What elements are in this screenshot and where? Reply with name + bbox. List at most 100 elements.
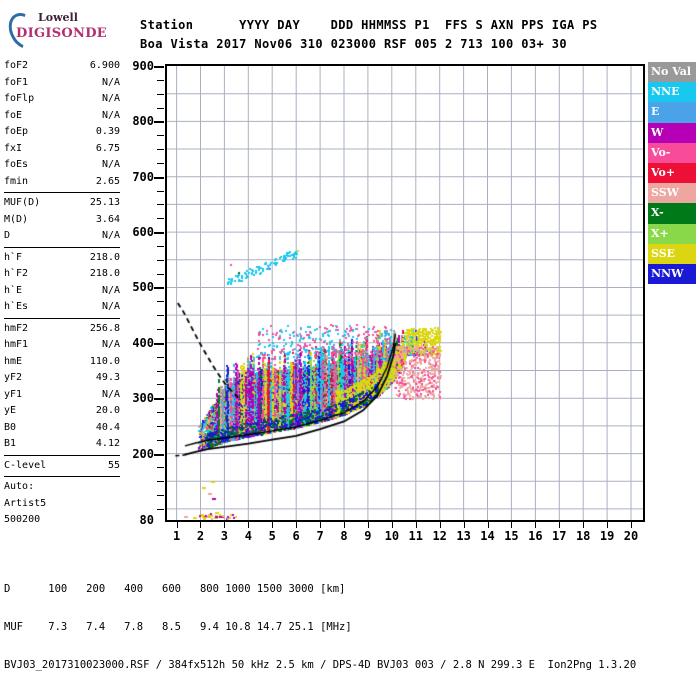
x-tick	[200, 522, 202, 528]
legend-item-e[interactable]: E	[648, 102, 696, 123]
footer-distance-row: D 100 200 400 600 800 1000 1500 3000 [km…	[4, 583, 346, 595]
param-key: foEs	[4, 159, 29, 170]
y-axis-label: 900	[132, 59, 154, 73]
param-value: 40.4	[95, 421, 120, 433]
param-value: N/A	[101, 93, 120, 104]
x-axis-label: 18	[575, 529, 591, 543]
param-key: foE	[4, 109, 23, 121]
param-divider	[4, 317, 120, 319]
y-tick-major	[154, 176, 164, 179]
x-axis-label: 10	[384, 529, 400, 543]
param-key: fxI	[4, 142, 23, 154]
param-value: N/A	[101, 284, 120, 296]
footer-muf-row: MUF 7.3 7.4 7.8 8.5 9.4 10.8 14.7 25.1 […	[4, 621, 352, 633]
legend-item-no-val[interactable]: No Val	[648, 62, 696, 83]
legend-item-x[interactable]: X+	[648, 223, 696, 244]
echo-scatter-canvas	[167, 66, 643, 520]
logo-lowell-text: Lowell	[38, 11, 78, 24]
param-value: 0.39	[95, 126, 120, 137]
x-axis-label: 7	[316, 529, 324, 543]
param-row: MUF(D) 25.13	[4, 195, 120, 212]
param-key: h`Es	[4, 301, 29, 312]
param-row: foF2 6.900	[4, 58, 120, 75]
y-tick-minor	[157, 495, 164, 497]
ionogram-plot-area[interactable]	[165, 64, 645, 522]
logo-digisonde-text: DIGISONDE	[16, 26, 108, 41]
param-key: B0	[4, 421, 17, 433]
param-value: 110.0	[89, 355, 120, 367]
y-axis-label-bottom: 80	[139, 513, 154, 527]
param-row: yE 20.0	[4, 403, 120, 420]
param-row: h`Es N/A	[4, 299, 120, 316]
y-tick-major	[154, 287, 164, 290]
legend-item-ssw[interactable]: SSW	[648, 183, 696, 204]
station-header-columns: Station YYYY DAY DDD HHMMSS P1 FFS S AXN…	[140, 18, 598, 32]
param-value: N/A	[101, 159, 120, 170]
param-key: hmF1	[4, 339, 29, 350]
y-tick-minor	[157, 162, 164, 164]
footer-file-row: BVJ03_2017310023000.RSF / 384fx512h 50 k…	[4, 659, 637, 671]
y-tick-minor	[157, 245, 164, 247]
param-key: h`F	[4, 251, 23, 263]
y-axis: 900 800 700 600 500 400 300 200 80	[118, 56, 164, 530]
param-key: MUF(D)	[4, 197, 41, 208]
legend-item-vo[interactable]: Vo+	[648, 162, 696, 184]
y-axis-label: 500	[132, 280, 154, 295]
param-value: N/A	[101, 301, 120, 312]
param-value: 218.0	[89, 268, 120, 279]
y-tick-minor	[157, 439, 164, 441]
x-axis: 1 2 3 4 5 6 7 8 9 10 11 12 13 14 15 16 17 18 19 20	[165, 522, 645, 548]
param-key: hmF2	[4, 322, 29, 334]
x-axis-label: 2	[196, 529, 205, 543]
y-tick-major	[154, 453, 164, 456]
param-key: foFlp	[4, 93, 35, 104]
y-tick-minor	[157, 412, 164, 414]
y-tick-minor	[157, 107, 164, 109]
y-tick-minor	[157, 370, 164, 372]
param-note: 500200	[4, 514, 41, 525]
x-tick	[391, 522, 393, 528]
x-tick	[176, 522, 178, 528]
param-key: foEp	[4, 126, 29, 137]
y-tick-major	[154, 232, 164, 235]
param-value: 6.900	[89, 60, 120, 71]
x-tick	[535, 522, 537, 528]
legend-item-x[interactable]: X-	[648, 203, 696, 224]
x-axis-label: 14	[480, 529, 495, 543]
param-value: N/A	[101, 339, 120, 350]
legend-item-w[interactable]: W	[648, 122, 696, 143]
param-note: Artist5	[4, 497, 47, 509]
x-tick	[631, 522, 633, 528]
param-row: foEs N/A	[4, 157, 120, 174]
x-tick	[463, 522, 465, 528]
param-key: yE	[4, 405, 17, 416]
legend-item-nne[interactable]: NNE	[648, 82, 696, 103]
y-tick-minor	[157, 467, 164, 469]
x-tick	[367, 522, 369, 528]
param-note: Auto:	[4, 481, 35, 492]
y-tick-minor	[157, 301, 164, 303]
x-tick	[511, 522, 513, 528]
y-tick-major	[154, 66, 164, 68]
param-row: D N/A	[4, 228, 120, 245]
legend-item-sse[interactable]: SSE	[648, 243, 696, 264]
param-key: hmE	[4, 355, 23, 367]
y-axis-label: 200	[132, 446, 154, 461]
polarization-legend: No Val NNE E W Vo- Vo+ SSW X- X+ SSE NNW	[648, 62, 696, 285]
legend-item-nnw[interactable]: NNW	[648, 263, 696, 285]
y-tick-minor	[157, 481, 164, 483]
param-row: hmE 110.0	[4, 354, 120, 371]
param-value: 6.75	[95, 142, 120, 154]
x-axis-label: 16	[528, 529, 543, 543]
y-tick-minor	[157, 328, 164, 330]
legend-item-vo[interactable]: Vo-	[648, 142, 696, 163]
param-value: N/A	[101, 76, 120, 88]
y-tick-minor	[157, 273, 164, 275]
param-key: B1	[4, 438, 17, 449]
param-row: foF1 N/A	[4, 75, 120, 92]
footer-block: D 100 200 400 600 800 1000 1500 3000 [km…	[4, 558, 636, 696]
y-tick-minor	[157, 508, 164, 510]
parameter-table: foF2 6.900 foF1 N/A foFlp N/A foE N/A foEp 0.39 fx…	[4, 58, 120, 529]
param-key: C-level	[4, 459, 47, 471]
x-axis-label: 13	[456, 529, 471, 543]
